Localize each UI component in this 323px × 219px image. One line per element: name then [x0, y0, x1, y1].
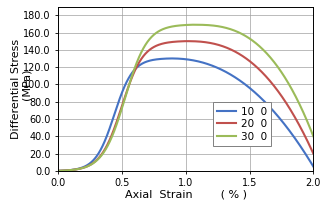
Line: 20  0: 20 0 — [58, 41, 313, 171]
30  0 — [255, 43, 259, 46]
20  0 — [260, 71, 264, 74]
30  0 — [260, 47, 264, 50]
10  0 — [169, 57, 172, 60]
20  0 — [169, 41, 172, 44]
Y-axis label: Differential Stress
  (MPa): Differential Stress (MPa) — [11, 39, 32, 139]
20  0 — [159, 43, 163, 45]
30  0 — [159, 28, 163, 31]
20  0 — [56, 170, 60, 172]
30  0 — [56, 170, 60, 172]
30  0 — [311, 135, 315, 138]
30  0 — [232, 29, 235, 32]
Line: 10  0: 10 0 — [58, 58, 313, 171]
10  0 — [232, 75, 235, 78]
20  0 — [311, 152, 315, 155]
10  0 — [169, 57, 173, 60]
10  0 — [255, 93, 259, 96]
10  0 — [311, 165, 315, 168]
10  0 — [56, 170, 60, 172]
10  0 — [159, 58, 163, 60]
30  0 — [82, 166, 86, 169]
30  0 — [169, 26, 172, 28]
20  0 — [184, 40, 188, 42]
20  0 — [82, 166, 86, 169]
X-axis label: Axial  Strain        ( % ): Axial Strain ( % ) — [125, 190, 247, 200]
30  0 — [190, 23, 194, 26]
20  0 — [232, 49, 235, 52]
20  0 — [255, 66, 259, 69]
10  0 — [82, 165, 86, 168]
Line: 30  0: 30 0 — [58, 25, 313, 171]
Legend: 10  0, 20  0, 30  0: 10 0, 20 0, 30 0 — [213, 102, 271, 146]
10  0 — [260, 98, 264, 100]
